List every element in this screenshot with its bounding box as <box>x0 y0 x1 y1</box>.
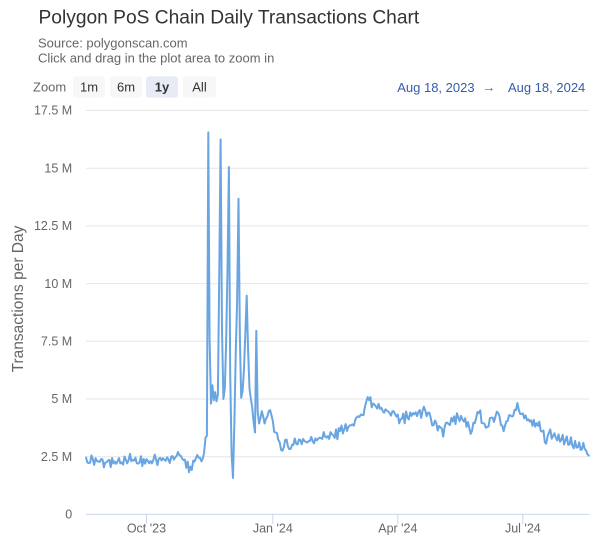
svg-text:10 M: 10 M <box>44 277 72 291</box>
svg-text:2.5 M: 2.5 M <box>41 450 72 464</box>
svg-text:17.5 M: 17.5 M <box>34 104 72 118</box>
svg-text:12.5 M: 12.5 M <box>34 219 72 233</box>
svg-text:5 M: 5 M <box>51 392 72 406</box>
svg-text:Click and drag in the plot are: Click and drag in the plot area to zoom … <box>38 50 274 65</box>
svg-text:Transactions per Day: Transactions per Day <box>10 225 27 372</box>
svg-text:Polygon PoS Chain Daily Transa: Polygon PoS Chain Daily Transactions Cha… <box>39 8 420 29</box>
svg-text:1y: 1y <box>155 80 170 95</box>
svg-text:Apr '24: Apr '24 <box>378 521 417 535</box>
svg-text:All: All <box>192 80 207 95</box>
svg-text:Jan '24: Jan '24 <box>253 521 293 535</box>
svg-text:Aug 18, 2024: Aug 18, 2024 <box>508 80 585 95</box>
svg-text:6m: 6m <box>117 80 135 95</box>
svg-text:7.5 M: 7.5 M <box>41 335 72 349</box>
svg-text:1m: 1m <box>80 80 98 95</box>
svg-text:→: → <box>483 80 496 95</box>
svg-text:Aug 18, 2023: Aug 18, 2023 <box>397 80 474 95</box>
svg-text:Source: polygonscan.com: Source: polygonscan.com <box>38 35 188 50</box>
svg-text:15 M: 15 M <box>44 161 72 175</box>
svg-text:Oct '23: Oct '23 <box>127 521 166 535</box>
svg-text:0: 0 <box>65 508 72 522</box>
svg-text:Zoom: Zoom <box>33 80 66 95</box>
svg-text:Jul '24: Jul '24 <box>505 521 541 535</box>
